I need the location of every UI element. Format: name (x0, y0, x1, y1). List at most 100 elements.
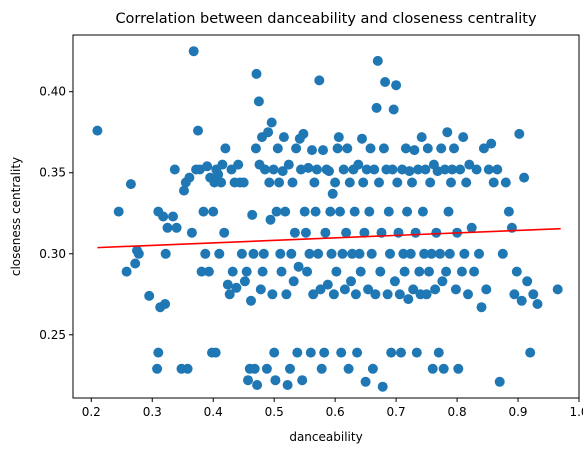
data-point (383, 206, 394, 217)
x-tick-label: 0.2 (82, 405, 101, 419)
x-tick-label: 0.7 (387, 405, 406, 419)
data-point (402, 206, 413, 217)
data-point (437, 276, 448, 287)
data-point (331, 266, 342, 277)
data-point (435, 248, 445, 259)
data-point (459, 248, 470, 259)
data-point (309, 177, 320, 188)
data-point (335, 206, 345, 217)
data-point (285, 363, 295, 374)
data-point (382, 289, 393, 300)
data-point (366, 248, 377, 259)
data-point (333, 132, 344, 143)
data-point (293, 261, 304, 272)
data-point (169, 164, 180, 175)
data-point (410, 227, 421, 238)
data-point (413, 164, 424, 175)
data-point (263, 127, 274, 138)
data-point (343, 363, 354, 374)
data-point (238, 177, 249, 188)
data-point (144, 290, 155, 301)
data-point (255, 284, 266, 295)
data-point (450, 284, 461, 295)
data-point (364, 206, 375, 217)
data-point (433, 347, 444, 358)
plot-area (72, 34, 580, 399)
data-point (339, 284, 350, 295)
data-point (278, 132, 289, 143)
data-point (297, 375, 308, 386)
data-point (210, 347, 221, 358)
y-tick-label: 0.30 (39, 247, 66, 261)
data-point (322, 279, 333, 290)
data-point (276, 266, 287, 277)
data-point (217, 159, 228, 170)
x-tick-label: 1.0 (569, 405, 583, 419)
data-point (471, 164, 482, 175)
data-point (319, 347, 330, 358)
data-point (251, 68, 262, 79)
data-point (414, 266, 425, 277)
data-point (528, 289, 539, 300)
data-point (130, 258, 141, 269)
data-point (407, 177, 417, 188)
data-point (492, 164, 503, 175)
data-point (363, 284, 374, 295)
data-point (396, 347, 406, 358)
data-point (305, 347, 316, 358)
data-point (260, 164, 270, 175)
data-point (481, 284, 492, 295)
data-point (337, 248, 348, 259)
data-point (266, 117, 277, 128)
data-point (247, 209, 258, 220)
data-point (488, 177, 499, 188)
data-point (153, 347, 164, 358)
data-point (408, 284, 419, 295)
data-point (92, 125, 103, 136)
data-point (359, 227, 370, 238)
data-point (261, 363, 272, 374)
data-point (239, 276, 250, 287)
data-point (446, 177, 456, 188)
data-point (552, 284, 563, 295)
data-point (320, 227, 331, 238)
data-point (398, 248, 409, 259)
data-point (443, 206, 454, 217)
data-point (324, 166, 334, 177)
y-tick-label: 0.35 (39, 166, 66, 180)
data-point (283, 159, 294, 170)
data-point (532, 299, 543, 309)
data-point (360, 376, 371, 387)
data-point (497, 248, 508, 259)
data-point (299, 206, 310, 217)
data-point (361, 164, 372, 175)
data-point (286, 248, 297, 259)
data-point (292, 347, 303, 358)
data-point (249, 363, 260, 374)
data-point (347, 248, 358, 259)
data-point (236, 248, 247, 259)
data-point (287, 177, 298, 188)
x-tick-label: 0.5 (265, 405, 284, 419)
data-point (425, 177, 436, 188)
data-point (303, 162, 314, 173)
data-point (231, 282, 242, 293)
data-point (486, 138, 497, 149)
data-point (455, 164, 466, 175)
data-point (420, 164, 431, 175)
data-point (494, 376, 505, 387)
x-axis: 0.2 0.3 0.4 0.5 0.6 0.7 0.8 0.9 1.0 (82, 398, 583, 419)
data-point (330, 177, 341, 188)
data-point (367, 363, 378, 374)
data-point (399, 266, 410, 277)
data-point (514, 128, 525, 139)
data-point (439, 164, 450, 175)
data-point (411, 347, 422, 358)
data-point (377, 381, 388, 392)
data-point (198, 206, 209, 217)
data-point (184, 172, 195, 183)
data-point (314, 75, 325, 86)
data-point (253, 96, 264, 107)
data-point (216, 177, 227, 188)
